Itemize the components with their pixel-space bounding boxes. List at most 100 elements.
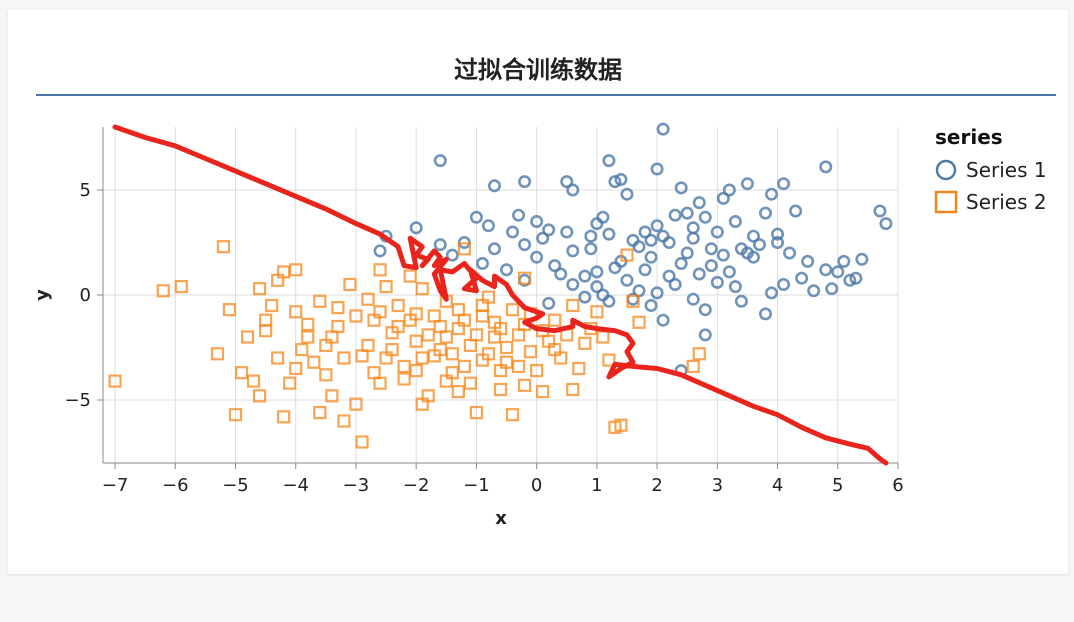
data-point [277, 410, 291, 424]
data-point [343, 277, 357, 292]
data-point [373, 376, 387, 390]
data-point [590, 265, 604, 279]
legend-label: Series 1 [966, 158, 1047, 182]
data-point [156, 284, 170, 298]
x-tick-label: −7 [102, 475, 129, 496]
data-point [632, 240, 646, 254]
data-point [674, 256, 688, 270]
x-tick-label: −3 [343, 475, 370, 496]
data-point [337, 351, 351, 365]
data-point [505, 303, 520, 317]
data-point [174, 280, 188, 294]
data-point [259, 324, 273, 338]
data-point [349, 397, 363, 411]
data-point [783, 246, 797, 260]
data-point [560, 225, 574, 239]
data-point [656, 122, 670, 136]
data-point [493, 322, 508, 336]
legend-label: Series 2 [966, 190, 1047, 214]
data-point [698, 328, 712, 342]
data-point [355, 349, 369, 363]
data-point [644, 233, 658, 247]
data-point [481, 219, 495, 233]
data-point [506, 225, 520, 239]
data-point [771, 227, 785, 241]
x-tick-label: 2 [651, 475, 662, 496]
data-point [771, 236, 785, 250]
data-point [385, 343, 399, 357]
data-point [704, 259, 718, 273]
data-point [517, 271, 532, 285]
data-point [879, 217, 893, 231]
data-point [795, 271, 809, 285]
data-point [602, 294, 616, 308]
data-point [789, 204, 803, 218]
data-point [457, 242, 471, 256]
data-point [692, 196, 706, 210]
data-point [704, 242, 718, 256]
data-point [246, 374, 261, 388]
data-point [608, 175, 622, 189]
data-point [716, 248, 730, 262]
x-tick-label: 5 [832, 475, 843, 496]
data-point [686, 221, 700, 235]
data-point [500, 263, 514, 277]
data-point [361, 338, 375, 352]
data-point [463, 376, 477, 390]
data-point [530, 364, 544, 378]
x-tick-label: 0 [531, 475, 542, 496]
data-point [686, 292, 700, 306]
x-tick-label: 3 [712, 475, 723, 496]
data-point [457, 313, 471, 327]
data-point [632, 315, 646, 329]
data-point [620, 248, 634, 262]
data-point [849, 271, 863, 285]
data-point [415, 351, 429, 365]
series-series-1 [373, 122, 893, 378]
data-point [680, 246, 694, 260]
data-point [608, 261, 622, 275]
data-point [403, 313, 417, 327]
data-point [566, 298, 580, 313]
data-point [518, 175, 532, 189]
data-point [680, 206, 694, 220]
data-point [656, 229, 670, 243]
data-point [566, 244, 580, 258]
legend-title: series [935, 125, 1003, 149]
data-point [566, 183, 580, 197]
legend-symbol-circle [935, 159, 957, 181]
annotation-stroke [112, 124, 889, 466]
data-point [578, 290, 592, 304]
data-point [355, 435, 369, 449]
data-point [283, 376, 297, 390]
data-point [740, 246, 754, 260]
data-point [536, 385, 550, 399]
data-point [493, 364, 508, 378]
data-point [433, 238, 447, 252]
y-tick-label: −5 [64, 390, 91, 411]
data-point [373, 305, 387, 319]
data-point [289, 263, 303, 277]
data-point [379, 280, 393, 294]
data-point [554, 267, 568, 281]
y-axis-title: y [32, 289, 53, 301]
data-point [445, 347, 459, 361]
data-point [710, 275, 724, 289]
x-tick-label: 1 [591, 475, 602, 496]
data-point [566, 277, 580, 291]
data-point [433, 154, 447, 168]
data-point [584, 229, 598, 243]
data-point [301, 330, 315, 344]
data-point [662, 236, 676, 250]
data-point [451, 385, 465, 399]
data-point [602, 154, 616, 168]
x-tick-label: −4 [282, 475, 309, 496]
data-point [686, 359, 700, 373]
data-point [650, 162, 664, 176]
data-point [566, 382, 580, 397]
data-point [469, 328, 484, 342]
data-point [620, 187, 634, 201]
data-point [427, 309, 441, 323]
legend: series Series 1 Series 2 [934, 125, 1047, 214]
